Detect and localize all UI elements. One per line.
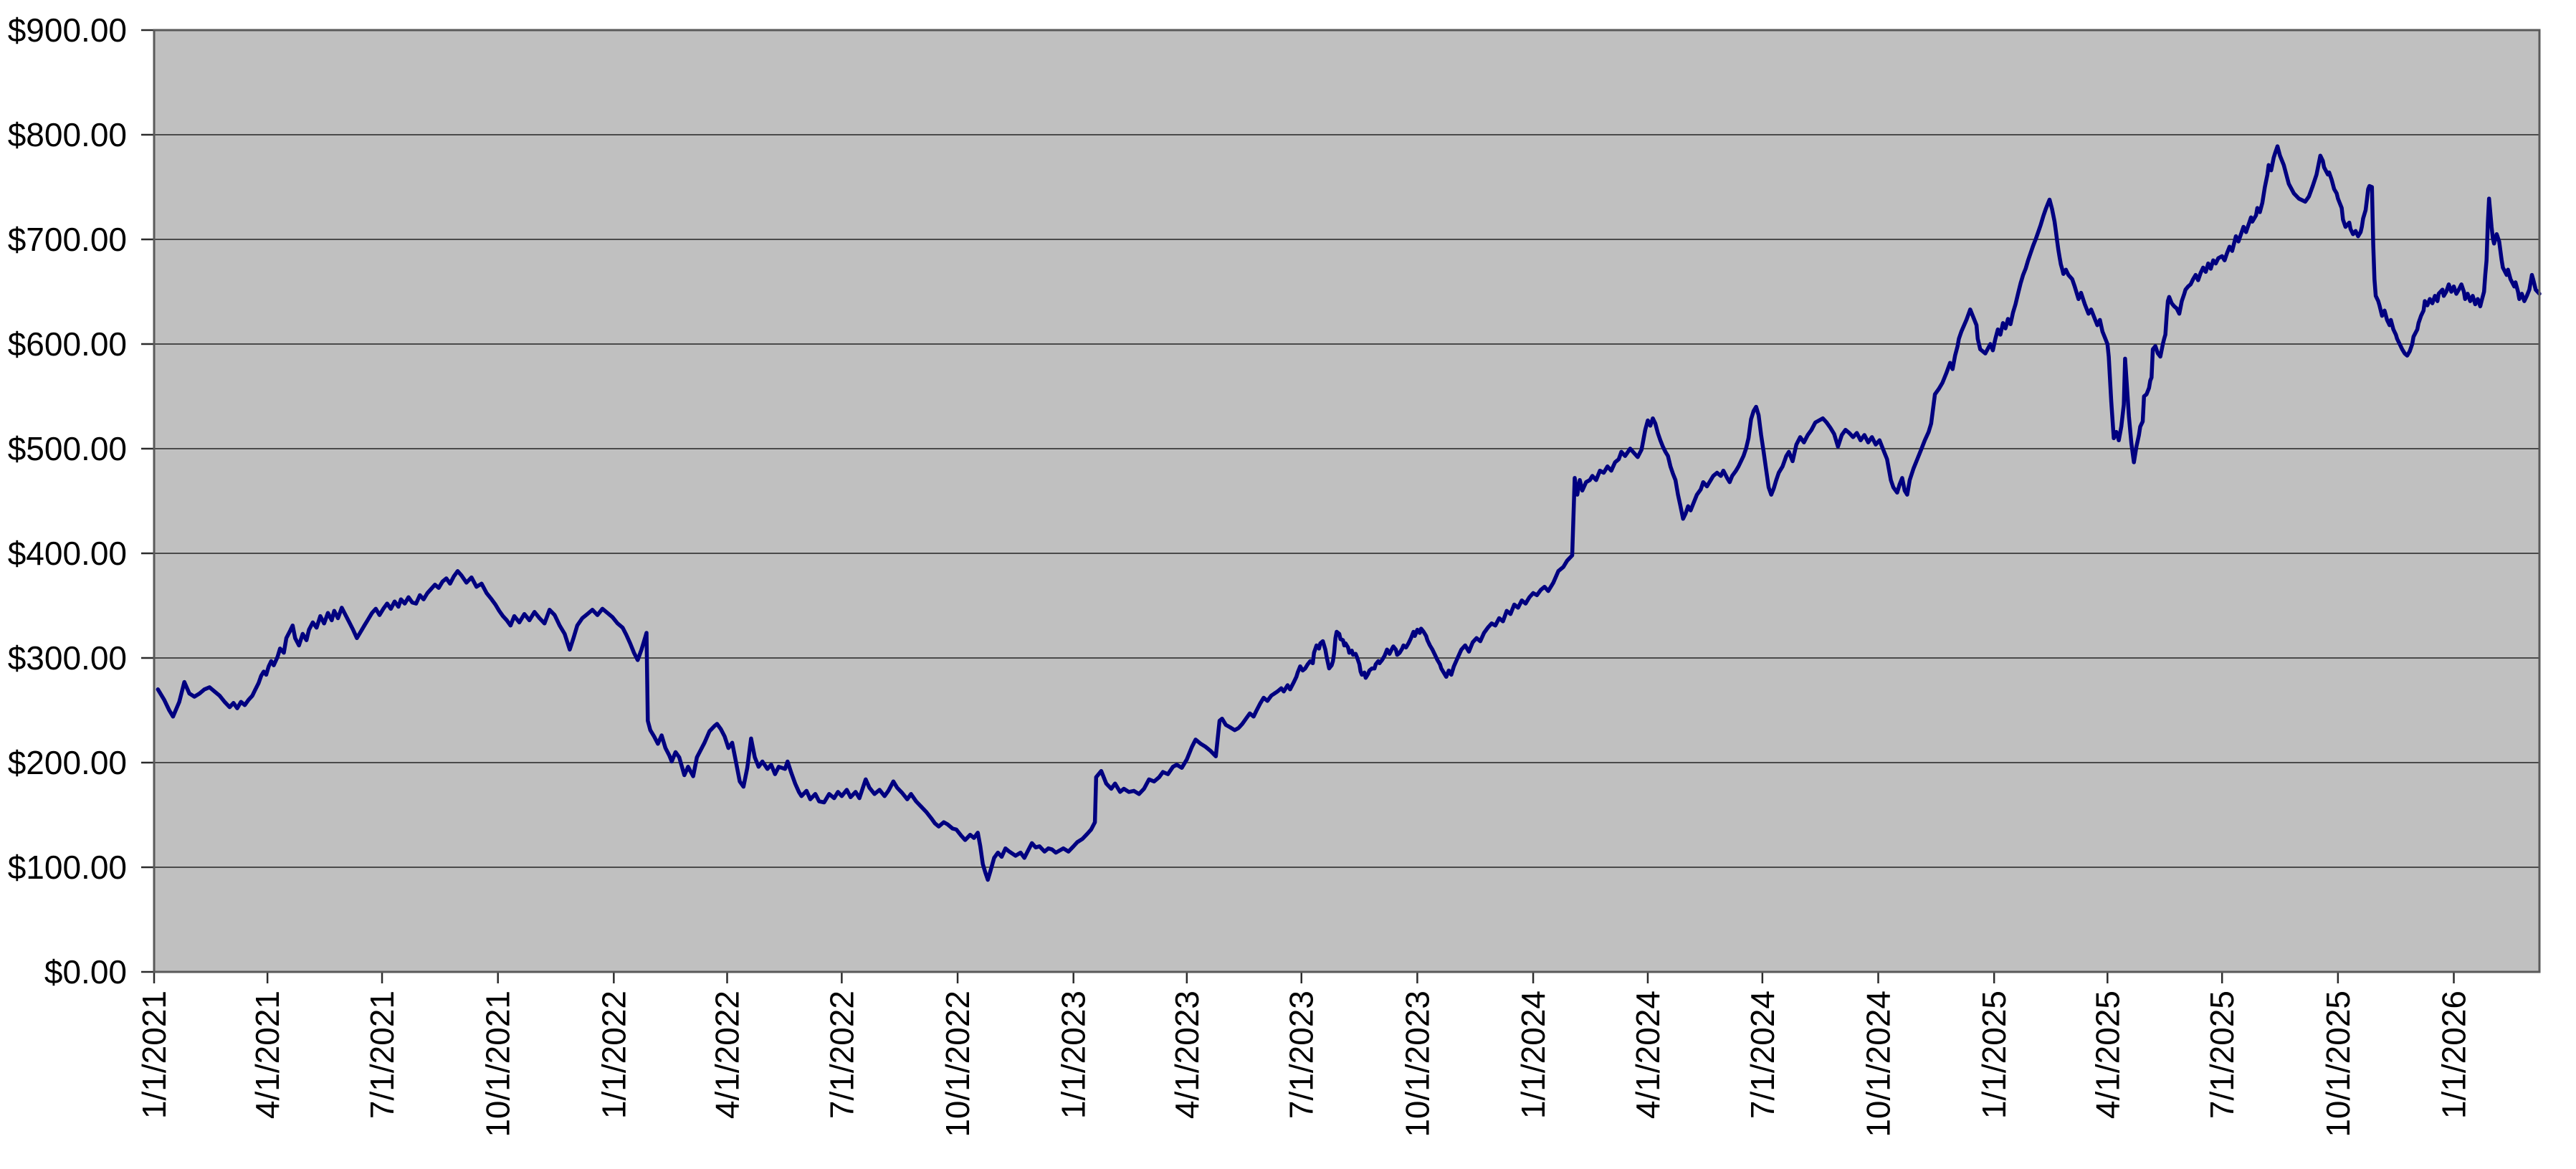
y-tick-label: $900.00 [8,11,127,49]
x-tick-label: 10/1/2025 [2319,991,2357,1137]
x-tick-label: 4/1/2024 [1629,991,1666,1119]
x-tick-label: 1/1/2026 [2436,991,2473,1119]
y-tick-label: $500.00 [8,430,127,467]
y-tick-label: $600.00 [8,325,127,363]
x-tick-label: 4/1/2023 [1168,991,1206,1119]
x-tick-label: 10/1/2023 [1398,991,1436,1137]
y-tick-label: $400.00 [8,535,127,572]
x-tick-label: 4/1/2022 [708,991,745,1119]
plot-area-background [154,30,2539,972]
gridlines [154,134,2539,868]
x-tick-label: 10/1/2022 [939,991,976,1137]
y-axis-labels: $0.00 $100.00 $200.00 $300.00 $400.00 $500.00… [8,11,127,991]
x-tick-label: 7/1/2023 [1283,991,1320,1119]
x-tick-label: 1/1/2024 [1514,991,1552,1119]
y-tick-label: $200.00 [8,744,127,781]
y-tick-label: $800.00 [8,116,127,153]
y-tick-label: $0.00 [44,953,127,991]
x-tick-label: 7/1/2021 [363,991,401,1119]
x-tick-label: 10/1/2024 [1860,991,1897,1137]
x-tick-label: 7/1/2024 [1744,991,1781,1119]
plot-area-border [153,29,2541,973]
price-series-line [156,144,2542,882]
x-axis-labels: 1/1/2021 4/1/2021 7/1/2021 10/1/2021 1/1/202… [135,991,2473,1137]
x-tick-label: 4/1/2021 [249,991,286,1119]
y-axis-ticks [141,29,155,973]
y-tick-label: $700.00 [8,221,127,258]
x-tick-label: 1/1/2021 [135,991,173,1119]
x-tick-label: 1/1/2023 [1055,991,1092,1119]
x-tick-label: 1/1/2022 [595,991,632,1119]
x-tick-label: 4/1/2025 [2089,991,2126,1119]
x-axis-ticks [153,972,2455,983]
x-tick-label: 7/1/2022 [823,991,860,1119]
x-tick-label: 1/1/2025 [1975,991,2013,1119]
x-tick-label: 10/1/2021 [480,991,517,1137]
x-tick-label: 7/1/2025 [2203,991,2241,1119]
y-tick-label: $300.00 [8,639,127,677]
y-tick-label: $100.00 [8,849,127,886]
